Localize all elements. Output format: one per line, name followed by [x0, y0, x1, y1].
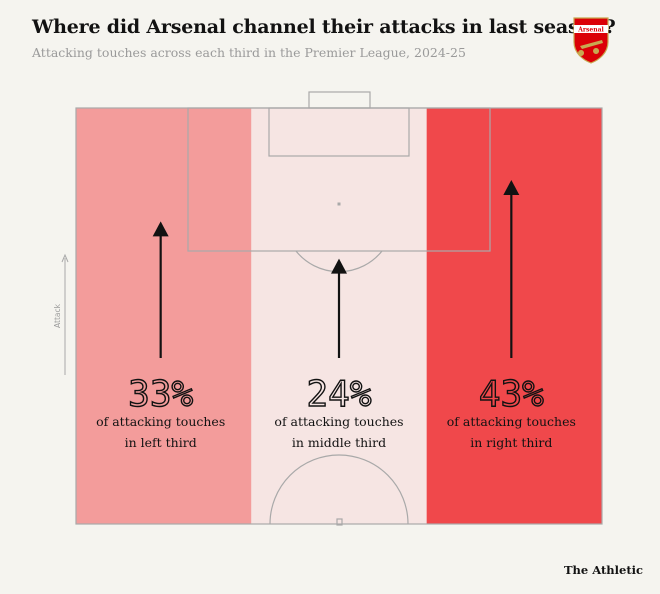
- description-label-0-0: of attacking touches: [96, 414, 225, 429]
- centre-spot: [336, 518, 343, 526]
- chart-subtitle: Attacking touches across each third in t…: [32, 45, 466, 60]
- centre-circle: [269, 454, 409, 525]
- arrow-head-icon-2: [503, 180, 520, 195]
- penalty-box: [187, 107, 491, 252]
- arrow-head-icon-1: [331, 258, 347, 274]
- attack-axis: Attack: [53, 253, 69, 375]
- source-credit: The Athletic: [564, 563, 644, 577]
- description-label-0-1: in left third: [125, 435, 197, 450]
- value-label-2: 43%: [479, 374, 544, 415]
- third-left-third: [76, 108, 252, 524]
- arsenal-crest-icon: Arsenal: [573, 17, 609, 64]
- attack-axis-label: Attack: [53, 303, 62, 328]
- pitch-markings: [75, 91, 603, 526]
- arrow-head-icon-0: [152, 221, 169, 237]
- goal: [308, 91, 371, 109]
- crest-text: Arsenal: [577, 27, 604, 34]
- description-label-1-1: in middle third: [292, 435, 386, 450]
- attack-axis-arrow-icon: [61, 253, 69, 263]
- value-label-0: 33%: [128, 374, 193, 415]
- value-label-1: 24%: [306, 374, 371, 415]
- chart-title: Where did Arsenal channel their attacks …: [32, 16, 616, 38]
- third-right-third: [426, 108, 602, 524]
- description-label-2-0: of attacking touches: [447, 414, 576, 429]
- crest-cannon-icon: [578, 40, 603, 56]
- description-label-1-0: of attacking touches: [274, 414, 403, 429]
- description-label-2-1: in right third: [470, 435, 552, 450]
- penalty-spot: [337, 202, 341, 206]
- crest-banner: [574, 25, 608, 33]
- thirds-layer: [76, 108, 602, 524]
